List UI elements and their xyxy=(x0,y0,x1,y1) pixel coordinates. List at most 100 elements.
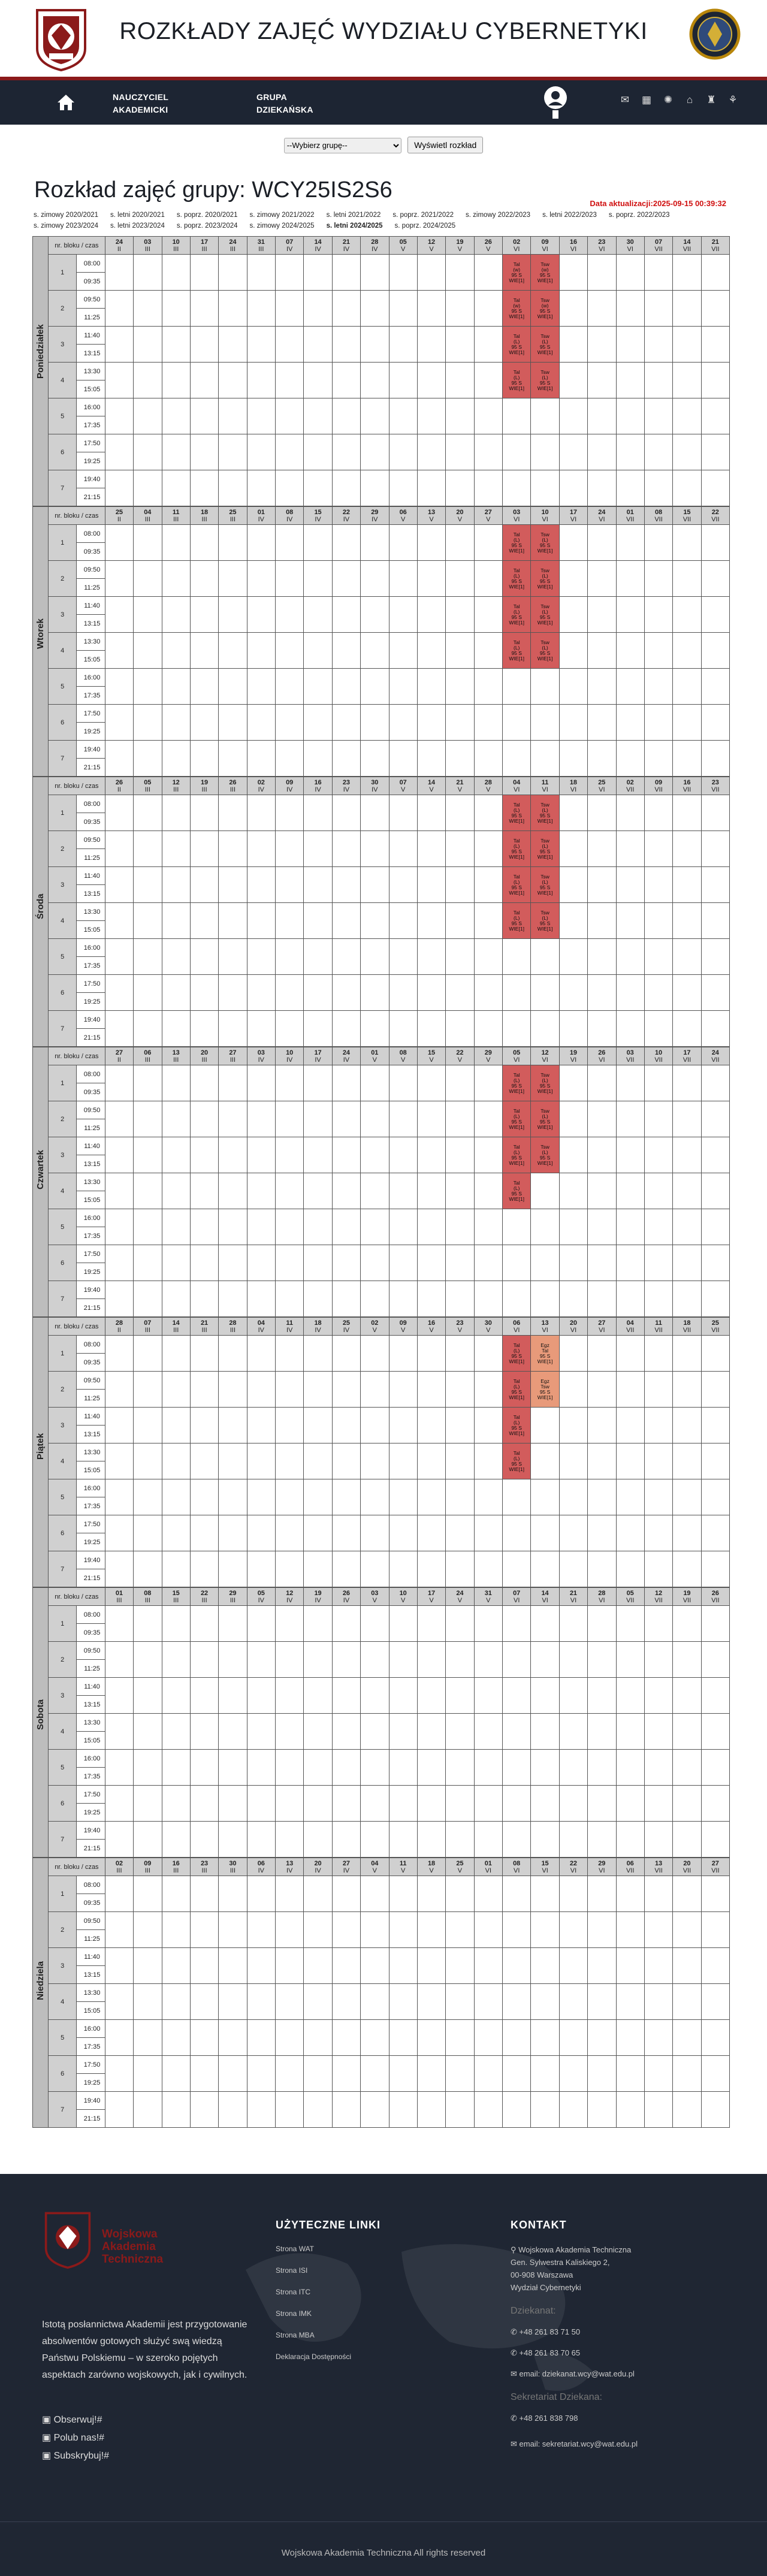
semester-link[interactable]: s. poprz. 2021/2022 xyxy=(392,212,454,219)
lesson-cell[interactable]: Tal (L) 95 S WIE[1] xyxy=(502,902,532,939)
lesson-cell[interactable]: Egz Tsw 95 S WIE[1] xyxy=(530,1371,560,1408)
semester-link[interactable]: s. poprz. 2020/2021 xyxy=(176,212,238,219)
lesson-cell[interactable]: Tsw (L) 95 S WIE[1] xyxy=(530,1101,560,1137)
semester-link[interactable]: s. poprz. 2023/2024 xyxy=(176,222,238,229)
empty-cell xyxy=(445,1749,475,1786)
semester-link[interactable]: s. poprz. 2022/2023 xyxy=(608,212,670,219)
lesson-cell[interactable]: Tsw (L) 95 S WIE[1] xyxy=(530,326,560,363)
lesson-cell[interactable]: Tal (L) 95 S WIE[1] xyxy=(502,1443,532,1479)
user-icon[interactable] xyxy=(543,85,568,120)
lesson-cell[interactable]: Tal (L) 95 S WIE[1] xyxy=(502,1101,532,1137)
lesson-cell[interactable]: Tal (L) 95 S WIE[1] xyxy=(502,1137,532,1173)
lesson-cell[interactable]: Tsw (L) 95 S WIE[1] xyxy=(530,795,560,831)
lesson-cell[interactable]: Tal (L) 95 S WIE[1] xyxy=(502,632,532,669)
group-select[interactable]: --Wybierz grupę-- xyxy=(283,137,401,153)
lesson-cell[interactable]: Tsw (L) 95 S WIE[1] xyxy=(530,596,560,633)
link-itc[interactable]: Strona ITC xyxy=(276,2288,311,2296)
semester-link[interactable]: s. letni 2023/2024 xyxy=(110,222,165,229)
semester-link[interactable]: s. poprz. 2024/2025 xyxy=(394,222,456,229)
lesson-cell[interactable]: Tal (L) 95 S WIE[1] xyxy=(502,1335,532,1372)
lesson-cell[interactable]: Tal (L) 95 S WIE[1] xyxy=(502,795,532,831)
lesson-cell[interactable]: Tsw (L) 95 S WIE[1] xyxy=(530,560,560,597)
facebook-link[interactable]: ▣ Polub nas!# xyxy=(42,2433,105,2443)
network-icon[interactable]: ⚘ xyxy=(728,94,738,105)
empty-cell xyxy=(672,740,702,777)
show-schedule-button[interactable]: Wyświetl rozkład xyxy=(407,137,484,153)
empty-cell xyxy=(274,1245,304,1281)
empty-cell xyxy=(274,632,304,669)
lesson-cell[interactable]: Tal (L) 95 S WIE[1] xyxy=(502,866,532,903)
empty-cell xyxy=(133,1209,162,1245)
semester-link[interactable]: s. letni 2021/2022 xyxy=(326,212,381,219)
empty-cell xyxy=(615,1551,645,1587)
lesson-cell[interactable]: Tsw (L) 95 S WIE[1] xyxy=(530,632,560,669)
lesson-cell[interactable]: Tsw (L) 95 S WIE[1] xyxy=(530,524,560,561)
wat-logo-icon[interactable] xyxy=(34,7,89,73)
lesson-cell[interactable]: Tsw (L) 95 S WIE[1] xyxy=(530,1137,560,1173)
semester-link[interactable]: s. zimowy 2021/2022 xyxy=(249,212,315,219)
semester-link[interactable]: s. letni 2020/2021 xyxy=(110,212,165,219)
home-icon[interactable] xyxy=(56,93,76,111)
mail-icon[interactable]: ✉ xyxy=(620,94,630,105)
lesson-cell[interactable]: Tal (L) 95 S WIE[1] xyxy=(502,362,532,398)
nav-teachers[interactable]: NAUCZYCIEL AKADEMICKI xyxy=(113,92,168,114)
empty-cell xyxy=(473,1551,503,1587)
empty-cell xyxy=(189,524,219,561)
empty-cell xyxy=(445,1677,475,1714)
empty-cell xyxy=(587,1281,617,1317)
empty-cell xyxy=(558,1641,588,1678)
twitter-link[interactable]: ▣ Obserwuj!# xyxy=(42,2415,102,2425)
secretary-email[interactable]: ✉ email: sekretariat.wcy@wat.edu.pl xyxy=(511,2439,638,2448)
semester-link[interactable]: s. letni 2022/2023 xyxy=(542,212,597,219)
link-isi[interactable]: Strona ISI xyxy=(276,2266,308,2275)
lesson-cell[interactable]: Tal (w) 95 S WIE[1] xyxy=(502,254,532,291)
map-icon[interactable]: ✺ xyxy=(663,94,673,105)
link-accessibility[interactable]: Deklaracja Dostępności xyxy=(276,2352,352,2361)
lesson-cell[interactable]: Tal (L) 95 S WIE[1] xyxy=(502,524,532,561)
calendar-icon[interactable]: ▦ xyxy=(641,94,652,105)
empty-cell xyxy=(303,1443,333,1479)
lesson-cell[interactable]: Tsw (L) 95 S WIE[1] xyxy=(530,362,560,398)
dean-phone-1[interactable]: ✆ +48 261 83 71 50 xyxy=(511,2327,581,2336)
lesson-cell[interactable]: Tal (L) 95 S WIE[1] xyxy=(502,1065,532,1101)
youtube-link[interactable]: ▣ Subskrybuj!# xyxy=(42,2451,110,2461)
block-start-time: 19:40 xyxy=(76,2091,105,2110)
graduation-icon[interactable]: ♜ xyxy=(706,94,716,105)
secretary-phone[interactable]: ✆ +48 261 838 798 xyxy=(511,2414,578,2423)
nav-group[interactable]: GRUPA DZIEKAŃSKA xyxy=(256,92,313,114)
lesson-cell[interactable]: Tal (L) 95 S WIE[1] xyxy=(502,1371,532,1408)
link-wat[interactable]: Strona WAT xyxy=(276,2245,315,2253)
link-mba[interactable]: Strona MBA xyxy=(276,2331,315,2339)
lesson-cell[interactable]: Tal (L) 95 S WIE[1] xyxy=(502,560,532,597)
date-header: 19 VII xyxy=(672,1587,702,1606)
lesson-cell[interactable]: Tal (L) 95 S WIE[1] xyxy=(502,596,532,633)
lesson-cell[interactable]: Tsw (L) 95 S WIE[1] xyxy=(530,902,560,939)
lesson-cell[interactable]: Tsw (L) 95 S WIE[1] xyxy=(530,1065,560,1101)
semester-link[interactable]: s. zimowy 2022/2023 xyxy=(466,212,531,219)
lesson-cell[interactable]: Tal (L) 95 S WIE[1] xyxy=(502,1407,532,1443)
lesson-cell[interactable]: Egz Tal 95 S WIE[1] xyxy=(530,1335,560,1372)
empty-cell xyxy=(558,254,588,291)
dean-email[interactable]: ✉ email: dziekanat.wcy@wat.edu.pl xyxy=(511,2369,635,2378)
lesson-cell[interactable]: Tsw (L) 95 S WIE[1] xyxy=(530,866,560,903)
semester-link[interactable]: s. zimowy 2024/2025 xyxy=(249,222,315,229)
building-icon[interactable]: ⌂ xyxy=(686,94,693,105)
empty-cell xyxy=(218,1821,247,1858)
date-header: 25 VI xyxy=(587,777,617,795)
empty-cell xyxy=(189,1785,219,1822)
block-start-time: 09:50 xyxy=(76,1911,105,1930)
lesson-cell[interactable]: Tal (L) 95 S WIE[1] xyxy=(502,1173,532,1209)
link-imk[interactable]: Strona IMK xyxy=(276,2309,312,2318)
semester-link[interactable]: s. letni 2024/2025 xyxy=(326,222,383,229)
empty-cell xyxy=(587,254,617,291)
date-header: 27 III xyxy=(218,1047,247,1065)
lesson-cell[interactable]: Tal (w) 95 S WIE[1] xyxy=(502,290,532,327)
lesson-cell[interactable]: Tsw (w) 95 S WIE[1] xyxy=(530,290,560,327)
lesson-cell[interactable]: Tal (L) 95 S WIE[1] xyxy=(502,831,532,867)
lesson-cell[interactable]: Tsw (L) 95 S WIE[1] xyxy=(530,831,560,867)
semester-link[interactable]: s. zimowy 2020/2021 xyxy=(34,212,99,219)
lesson-cell[interactable]: Tal (L) 95 S WIE[1] xyxy=(502,326,532,363)
dean-phone-2[interactable]: ✆ +48 261 83 70 65 xyxy=(511,2348,581,2357)
semester-link[interactable]: s. zimowy 2023/2024 xyxy=(34,222,99,229)
lesson-cell[interactable]: Tsw (w) 95 S WIE[1] xyxy=(530,254,560,291)
